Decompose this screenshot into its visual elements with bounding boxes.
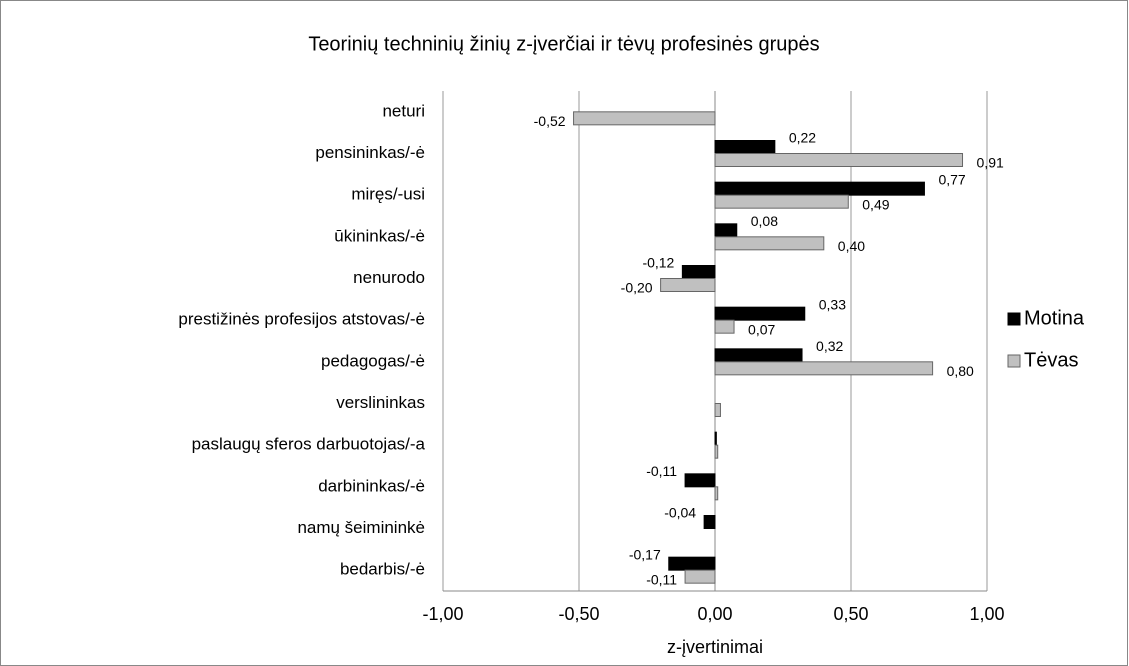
category-label: ūkininkas/-ė [334,226,425,245]
bar [668,556,716,571]
data-label: -0,52 [534,113,566,129]
category-label: pedagogas/-ė [321,351,425,370]
category-label: paslaugų sferos darbuotojas/-a [192,435,426,454]
bar [714,431,717,446]
bar [714,348,803,363]
data-label: -0,11 [646,571,677,587]
bar [714,236,825,251]
chart-title: Teorinių techninių žinių z-įverčiai ir t… [308,33,819,55]
data-label: 0,22 [789,130,816,146]
bar [681,265,716,279]
data-label: 0,91 [977,155,1004,171]
category-label: verslininkas [336,393,425,412]
data-label: -0,12 [642,255,674,271]
data-label: 0,07 [748,321,775,337]
category-label: darbininkas/-ė [318,476,425,495]
data-label: 0,40 [838,238,865,254]
bar [573,111,716,126]
bar [714,444,719,459]
data-label: 0,33 [819,296,846,312]
bar [714,140,776,154]
category-label: bedarbis/-ė [340,560,425,579]
bar [714,181,925,196]
data-label: -0,04 [664,505,696,521]
bar [714,153,964,167]
category-label: miręs/-usi [351,185,425,204]
bar [714,319,735,334]
x-tick-label: 1,00 [969,604,1004,624]
bar [714,361,934,376]
x-axis-title: z-įvertinimai [667,637,763,657]
x-tick-label: -1,00 [422,604,463,624]
x-tick-label: -0,50 [558,604,599,624]
bar [684,569,716,584]
data-label: -0,20 [621,280,653,296]
legend-label: Tėvas [1024,349,1078,371]
data-label: -0,11 [646,463,677,479]
legend-swatch [1007,312,1021,326]
data-label: -0,17 [629,546,661,562]
category-label: prestižinės profesijos atstovas/-ė [178,310,425,329]
bar [684,473,716,488]
legend-label: Motina [1024,307,1085,329]
category-label: neturi [382,101,425,120]
data-label: 0,49 [862,196,889,212]
bar [660,278,716,292]
bar [703,515,716,529]
bar [714,306,806,321]
data-label: 0,80 [947,363,974,379]
data-label: 0,32 [816,338,843,354]
category-label: pensininkas/-ė [315,143,425,162]
category-label: nenurodo [353,268,425,287]
bar [714,194,849,209]
bar [714,486,719,501]
data-label: 0,08 [751,213,778,229]
x-tick-label: 0,00 [697,604,732,624]
data-label: 0,77 [938,171,965,187]
x-tick-label: 0,50 [833,604,868,624]
legend-swatch [1007,354,1021,368]
bar [714,223,738,238]
category-label: namų šeimininkė [297,518,425,537]
bar [714,403,721,417]
